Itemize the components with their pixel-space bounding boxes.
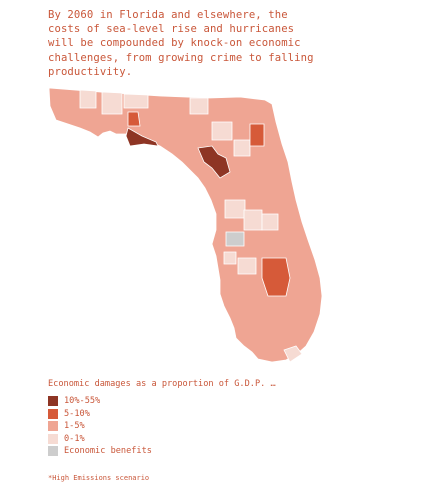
county-mid-1 bbox=[127, 111, 141, 127]
county-benefits bbox=[225, 231, 245, 247]
legend-swatch bbox=[48, 408, 58, 419]
county-pale-9 bbox=[261, 213, 279, 231]
florida-outline bbox=[48, 87, 323, 363]
florida-county-map bbox=[40, 82, 340, 367]
counties-5-10 bbox=[127, 111, 291, 297]
footnote: *High Emissions scenario bbox=[48, 474, 150, 482]
legend-label: Economic benefits bbox=[64, 446, 152, 456]
county-dark-2 bbox=[197, 145, 231, 179]
county-mid-2 bbox=[249, 123, 265, 147]
legend-label: 5-10% bbox=[64, 408, 90, 419]
legend-swatch bbox=[48, 446, 58, 456]
legend-swatch bbox=[48, 396, 58, 406]
legend: 10%-55% 5-10% 1-5% 0-1% Economic benefit… bbox=[48, 395, 152, 458]
county-pale-7 bbox=[224, 199, 246, 219]
county-dark-1 bbox=[125, 127, 159, 147]
headline: By 2060 in Florida and elsewhere, the co… bbox=[48, 9, 314, 78]
county-pale-10 bbox=[237, 257, 257, 275]
county-pale-2 bbox=[101, 91, 123, 115]
legend-item-0-1: 0-1% bbox=[48, 433, 152, 445]
county-pale-3 bbox=[123, 93, 149, 109]
county-pale-6 bbox=[233, 139, 251, 157]
counties-10-55 bbox=[125, 127, 231, 179]
counties-0-1 bbox=[79, 89, 303, 363]
legend-item-10-55: 10%-55% bbox=[48, 395, 152, 407]
legend-label: 0-1% bbox=[64, 433, 85, 444]
county-pale-8 bbox=[243, 209, 263, 231]
county-mid-3 bbox=[261, 257, 291, 297]
county-pale-5 bbox=[211, 121, 233, 141]
legend-label: 1-5% bbox=[64, 421, 85, 431]
legend-item-5-10: 5-10% bbox=[48, 408, 152, 420]
legend-item-1-5: 1-5% bbox=[48, 420, 152, 432]
county-pale-1 bbox=[79, 89, 97, 109]
legend-label: 10%-55% bbox=[64, 396, 101, 406]
legend-swatch bbox=[48, 433, 58, 444]
county-pale-11 bbox=[223, 251, 237, 265]
county-pale-4 bbox=[189, 97, 209, 115]
county-pale-12 bbox=[283, 345, 303, 363]
legend-title: Economic damages as a proportion of G.D.… bbox=[48, 379, 276, 389]
legend-item-economic-benefits: Economic benefits bbox=[48, 445, 152, 457]
legend-swatch bbox=[48, 421, 58, 431]
florida-map-svg bbox=[48, 87, 323, 363]
